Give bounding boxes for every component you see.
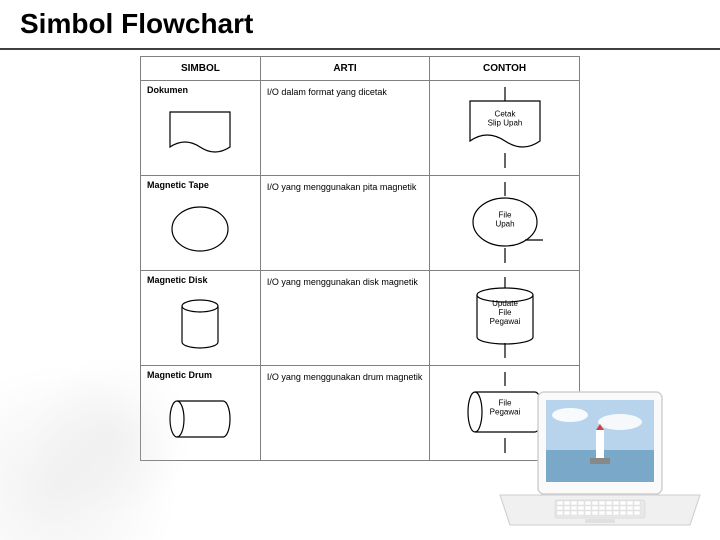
svg-text:Upah: Upah: [495, 220, 514, 229]
document-example-icon: CetakSlip Upah: [432, 85, 577, 170]
symbol-cell: Magnetic Tape: [141, 176, 261, 271]
meaning-cell: I/O yang menggunakan drum magnetik: [260, 366, 429, 461]
example-cell: UpdateFilePegawai: [430, 271, 580, 366]
meaning-cell: I/O yang menggunakan pita magnetik: [260, 176, 429, 271]
svg-text:Cetak: Cetak: [494, 110, 516, 119]
svg-text:File: File: [498, 308, 511, 317]
disk-example-icon: UpdateFilePegawai: [432, 275, 577, 360]
example-cell: FileUpah: [430, 176, 580, 271]
document-icon: [143, 99, 258, 169]
drum-icon: [143, 384, 258, 454]
meaning-text: I/O dalam format yang dicetak: [263, 85, 427, 99]
tape-icon: [143, 194, 258, 264]
svg-text:Slip Upah: Slip Upah: [487, 119, 522, 128]
tape-example-icon: FileUpah: [432, 180, 577, 265]
symbol-cell: Magnetic Drum: [141, 366, 261, 461]
table-row: Magnetic Tape I/O yang menggunakan pita …: [141, 176, 580, 271]
svg-text:Update: Update: [492, 299, 518, 308]
header-simbol: SIMBOL: [141, 57, 261, 81]
symbol-cell: Magnetic Disk: [141, 271, 261, 366]
meaning-text: I/O yang menggunakan disk magnetik: [263, 275, 427, 289]
meaning-text: I/O yang menggunakan drum magnetik: [263, 370, 427, 384]
svg-text:File: File: [498, 211, 511, 220]
meaning-text: I/O yang menggunakan pita magnetik: [263, 180, 427, 194]
meaning-cell: I/O yang menggunakan disk magnetik: [260, 271, 429, 366]
page-title: Simbol Flowchart: [0, 0, 720, 50]
symbol-label: Dokumen: [143, 85, 258, 95]
symbol-label: Magnetic Tape: [143, 180, 258, 190]
meaning-cell: I/O dalam format yang dicetak: [260, 81, 429, 176]
example-cell: CetakSlip Upah: [430, 81, 580, 176]
table-row: Dokumen I/O dalam format yang dicetak Cet…: [141, 81, 580, 176]
laptop-decoration: [490, 380, 710, 530]
symbol-cell: Dokumen: [141, 81, 261, 176]
svg-text:Pegawai: Pegawai: [489, 317, 520, 326]
symbol-label: Magnetic Disk: [143, 275, 258, 285]
symbol-label: Magnetic Drum: [143, 370, 258, 380]
disk-icon: [143, 289, 258, 359]
header-contoh: CONTOH: [430, 57, 580, 81]
table-row: Magnetic Disk I/O yang menggunakan disk …: [141, 271, 580, 366]
header-arti: ARTI: [260, 57, 429, 81]
